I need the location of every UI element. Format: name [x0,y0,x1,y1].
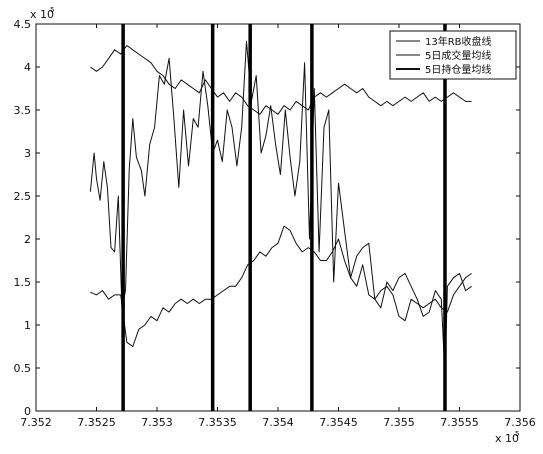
x-tick-label: 7.353 [141,416,173,429]
y-axis: 0 0.5 1 1.5 2 2.5 3 3.5 4 4.5 [14,18,520,418]
y-tick-label: 1.5 [14,276,32,289]
y-tick-label: 2 [24,233,31,246]
y-tick-label: 0.5 [14,362,32,375]
x-tick-label: 7.355 [383,416,415,429]
series-line-close [90,45,472,115]
x-tick-label: 7.354 [262,416,294,429]
series-line-volume [89,40,472,378]
series-layer [89,40,472,378]
legend-label-close: 13年RB收盘线 [425,35,492,48]
series-line-openinterest [90,225,472,347]
legend: 13年RB收盘线 5日成交量均线 5日持仓量均线 [389,30,517,80]
y-tick-label: 4.5 [14,18,32,31]
x-tick-label: 7.3545 [319,416,358,429]
y-tick-label: 4 [24,61,31,74]
x-multiplier-exp: 5 [515,430,519,438]
y-multiplier-exp: 5 [50,6,54,14]
legend-label-volume: 5日成交量均线 [425,49,491,62]
x-tick-label: 7.356 [504,416,536,429]
y-multiplier-label: x 10 [30,8,54,21]
x-tick-label: 7.3525 [77,416,116,429]
x-tick-label: 7.3555 [440,416,479,429]
x-multiplier-label: x 10 [495,432,519,445]
y-tick-label: 3.5 [14,104,32,117]
y-tick-label: 3 [24,147,31,160]
y-tick-label: 1 [24,319,31,332]
x-axis: 7.352 7.3525 7.353 7.3535 7.354 7.3545 7.355 7.… [20,24,536,429]
y-tick-label: 0 [24,405,31,418]
x-tick-label: 7.352 [20,416,52,429]
y-tick-label: 2.5 [14,190,32,203]
vertical-markers [121,24,447,411]
legend-label-openinterest: 5日持仓量均线 [425,63,491,76]
x-tick-label: 7.3535 [198,416,237,429]
plot-area [35,23,521,412]
